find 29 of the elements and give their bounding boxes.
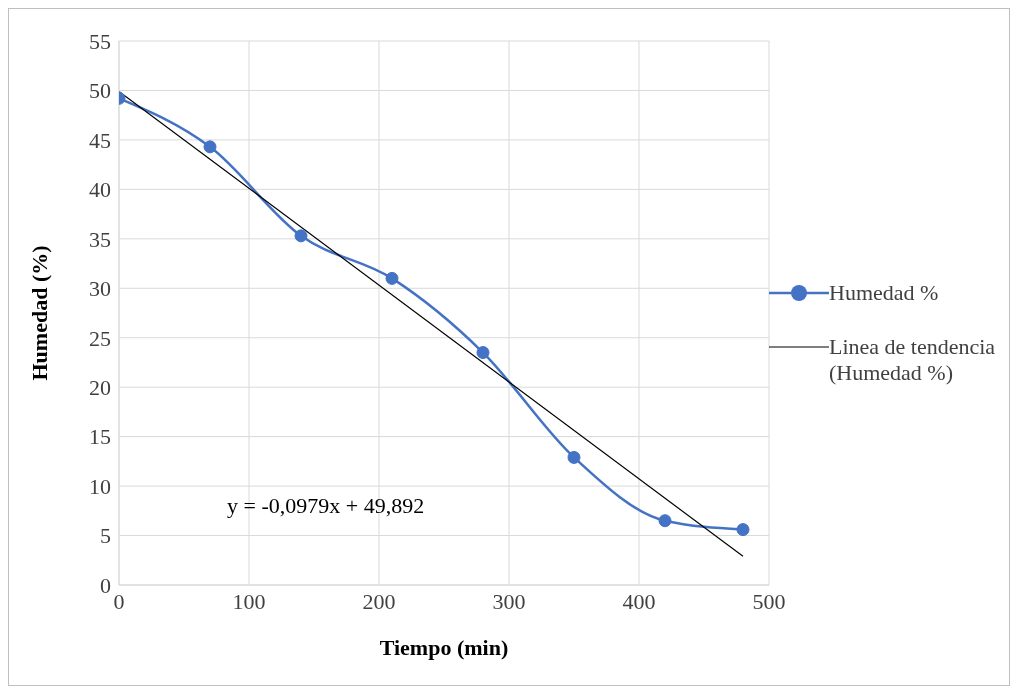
point xyxy=(476,346,490,360)
legend-label: Humedad % xyxy=(829,280,939,306)
point xyxy=(385,271,399,285)
point xyxy=(203,140,217,154)
y-tick-label: 50 xyxy=(89,78,111,104)
y-tick-label: 0 xyxy=(100,572,111,598)
y-axis-title: Humedad (%) xyxy=(26,245,52,381)
legend-label: Linea de tendencia (Humedad %) xyxy=(829,334,997,386)
annotation: y = -0,0979x + 49,892 xyxy=(227,493,425,519)
x-axis-title: Tiempo (min) xyxy=(379,635,509,660)
x-tick-label: 400 xyxy=(622,588,656,614)
point xyxy=(736,523,750,537)
y-tick-label: 40 xyxy=(89,177,111,203)
point xyxy=(567,450,581,464)
x-tick-label: 500 xyxy=(752,588,786,614)
x-tick-label: 100 xyxy=(232,588,266,614)
y-tick-label: 45 xyxy=(89,127,111,153)
x-tick-label: 300 xyxy=(492,588,526,614)
point xyxy=(294,229,308,243)
y-tick-label: 10 xyxy=(89,473,111,499)
x-tick-label: 200 xyxy=(362,588,396,614)
y-tick-label: 20 xyxy=(89,374,111,400)
y-tick-label: 30 xyxy=(89,276,111,302)
y-tick-label: 35 xyxy=(89,226,111,252)
y-tick-label: 55 xyxy=(89,28,111,54)
y-tick-label: 5 xyxy=(100,523,111,549)
point xyxy=(658,514,672,528)
y-tick-label: 25 xyxy=(89,325,111,351)
y-tick-label: 15 xyxy=(89,424,111,450)
